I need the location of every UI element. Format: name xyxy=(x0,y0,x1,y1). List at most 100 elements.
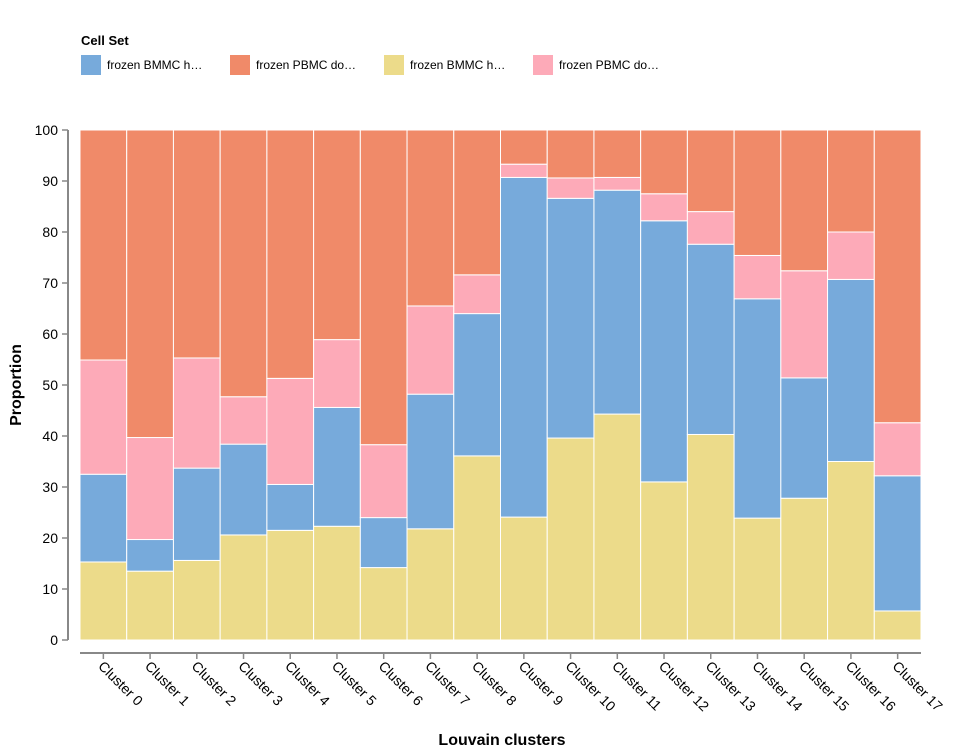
bar-segment-cluster-8-series-2[interactable] xyxy=(453,274,501,315)
bar-segment-cluster-6-series-0[interactable] xyxy=(359,567,408,641)
bar-segment-cluster-9-series-1[interactable] xyxy=(500,176,548,518)
y-axis: 0 10 20 30 40 50 60 70 80 90 100 xyxy=(35,122,69,648)
x-tick-label-7: Cluster 7 xyxy=(422,658,473,709)
bar-segment-cluster-2-series-0[interactable] xyxy=(172,559,221,641)
bar-segment-cluster-12-series-3[interactable] xyxy=(640,129,688,195)
bar-segment-cluster-1-series-2[interactable] xyxy=(126,437,174,541)
bar-segment-cluster-10-series-3[interactable] xyxy=(546,129,595,179)
bar-segment-cluster-16-series-0[interactable] xyxy=(827,461,875,641)
bar-segment-cluster-14-series-0[interactable] xyxy=(733,517,782,641)
bar-segment-cluster-2-series-3[interactable] xyxy=(172,129,221,359)
bar-segment-cluster-14-series-1[interactable] xyxy=(733,298,782,519)
bar-segment-cluster-12-series-0[interactable] xyxy=(640,481,688,641)
legend-swatch-0 xyxy=(81,55,101,75)
bar-segment-cluster-8-series-1[interactable] xyxy=(453,313,501,457)
bar-segment-cluster-16-series-2[interactable] xyxy=(827,231,875,280)
bar-segment-cluster-17-series-2[interactable] xyxy=(873,422,922,477)
bars-group xyxy=(79,129,922,641)
x-tick-label-5: Cluster 5 xyxy=(329,658,380,709)
bar-segment-cluster-0-series-0[interactable] xyxy=(79,561,128,641)
bar-segment-cluster-15-series-2[interactable] xyxy=(780,270,829,379)
bar-segment-cluster-13-series-2[interactable] xyxy=(686,211,735,245)
bar-segment-cluster-6-series-2[interactable] xyxy=(359,444,408,519)
bar-segment-cluster-17-series-0[interactable] xyxy=(873,610,922,641)
bar-segment-cluster-6-series-3[interactable] xyxy=(359,129,408,446)
legend-label-2: frozen BMMC h… xyxy=(410,58,505,72)
bar-segment-cluster-17-series-3[interactable] xyxy=(873,129,922,424)
bar-segment-cluster-15-series-1[interactable] xyxy=(780,377,829,499)
bar-segment-cluster-10-series-1[interactable] xyxy=(546,197,595,439)
bar-segment-cluster-9-series-0[interactable] xyxy=(500,516,548,641)
x-tick-label-14: Cluster 14 xyxy=(749,658,806,715)
bar-segment-cluster-15-series-3[interactable] xyxy=(780,129,829,272)
bar-segment-cluster-13-series-3[interactable] xyxy=(686,129,735,213)
bar-segment-cluster-12-series-1[interactable] xyxy=(640,220,688,483)
y-tick-label-5: 50 xyxy=(42,377,58,393)
x-tick-label-17: Cluster 17 xyxy=(890,658,947,715)
bar-segment-cluster-17-series-1[interactable] xyxy=(873,475,922,612)
legend-label-1: frozen PBMC do… xyxy=(256,58,356,72)
bar-segment-cluster-12-series-2[interactable] xyxy=(640,193,688,222)
x-tick-label-8: Cluster 8 xyxy=(469,658,520,709)
bar-segment-cluster-1-series-3[interactable] xyxy=(126,129,174,439)
bar-segment-cluster-0-series-2[interactable] xyxy=(79,359,128,475)
bar-segment-cluster-13-series-1[interactable] xyxy=(686,243,735,435)
bar-segment-cluster-3-series-2[interactable] xyxy=(219,396,268,445)
y-axis-title: Proportion xyxy=(8,344,25,426)
bar-segment-cluster-11-series-2[interactable] xyxy=(593,176,642,191)
bar-segment-cluster-11-series-1[interactable] xyxy=(593,189,642,415)
bar-segment-cluster-4-series-2[interactable] xyxy=(266,377,315,485)
x-tick-label-16: Cluster 16 xyxy=(843,658,900,715)
bar-segment-cluster-15-series-0[interactable] xyxy=(780,497,829,641)
bar-segment-cluster-2-series-1[interactable] xyxy=(172,467,221,561)
y-tick-label-3: 30 xyxy=(42,479,58,495)
bar-segment-cluster-3-series-0[interactable] xyxy=(219,534,268,641)
bar-segment-cluster-10-series-0[interactable] xyxy=(546,437,595,641)
bar-segment-cluster-9-series-2[interactable] xyxy=(500,163,548,178)
bar-segment-cluster-4-series-1[interactable] xyxy=(266,483,315,531)
bar-segment-cluster-14-series-3[interactable] xyxy=(733,129,782,256)
legend: Cell Set frozen BMMC h… frozen PBMC do… fr… xyxy=(81,33,659,75)
x-tick-label-12: Cluster 12 xyxy=(656,658,713,715)
bar-segment-cluster-6-series-1[interactable] xyxy=(359,517,408,569)
bar-segment-cluster-3-series-3[interactable] xyxy=(219,129,268,398)
bar-segment-cluster-7-series-2[interactable] xyxy=(406,305,455,395)
bar-segment-cluster-4-series-3[interactable] xyxy=(266,129,315,379)
x-tick-label-0: Cluster 0 xyxy=(95,658,146,709)
bar-segment-cluster-11-series-3[interactable] xyxy=(593,129,642,178)
x-tick-label-4: Cluster 4 xyxy=(282,658,333,709)
x-tick-label-10: Cluster 10 xyxy=(562,658,619,715)
bar-segment-cluster-10-series-2[interactable] xyxy=(546,177,595,199)
bar-segment-cluster-0-series-3[interactable] xyxy=(79,129,128,361)
bar-segment-cluster-5-series-0[interactable] xyxy=(313,525,361,641)
bar-segment-cluster-5-series-1[interactable] xyxy=(313,406,361,527)
bar-segment-cluster-4-series-0[interactable] xyxy=(266,529,315,641)
x-axis-title: Louvain clusters xyxy=(438,732,565,749)
bar-segment-cluster-7-series-0[interactable] xyxy=(406,528,455,641)
bar-segment-cluster-0-series-1[interactable] xyxy=(79,473,128,563)
bar-segment-cluster-5-series-2[interactable] xyxy=(313,339,361,408)
bar-segment-cluster-13-series-0[interactable] xyxy=(686,433,735,641)
bar-segment-cluster-11-series-0[interactable] xyxy=(593,413,642,641)
bar-segment-cluster-16-series-3[interactable] xyxy=(827,129,875,233)
bar-segment-cluster-8-series-0[interactable] xyxy=(453,455,501,641)
bar-segment-cluster-16-series-1[interactable] xyxy=(827,278,875,462)
bar-segment-cluster-2-series-2[interactable] xyxy=(172,357,221,469)
bar-segment-cluster-5-series-3[interactable] xyxy=(313,129,361,341)
bar-segment-cluster-3-series-1[interactable] xyxy=(219,443,268,536)
y-tick-label-6: 60 xyxy=(42,326,58,342)
bar-segment-cluster-9-series-3[interactable] xyxy=(500,129,548,165)
bar-segment-cluster-7-series-3[interactable] xyxy=(406,129,455,307)
legend-label-3: frozen PBMC do… xyxy=(559,58,659,72)
bar-segment-cluster-14-series-2[interactable] xyxy=(733,254,782,300)
bar-segment-cluster-1-series-0[interactable] xyxy=(126,570,174,641)
legend-title: Cell Set xyxy=(81,33,129,48)
bar-segment-cluster-8-series-3[interactable] xyxy=(453,129,501,276)
x-tick-label-6: Cluster 6 xyxy=(376,658,427,709)
x-tick-label-3: Cluster 3 xyxy=(235,658,286,709)
bar-segment-cluster-7-series-1[interactable] xyxy=(406,393,455,530)
y-tick-label-2: 20 xyxy=(42,530,58,546)
bar-segment-cluster-1-series-1[interactable] xyxy=(126,539,174,572)
